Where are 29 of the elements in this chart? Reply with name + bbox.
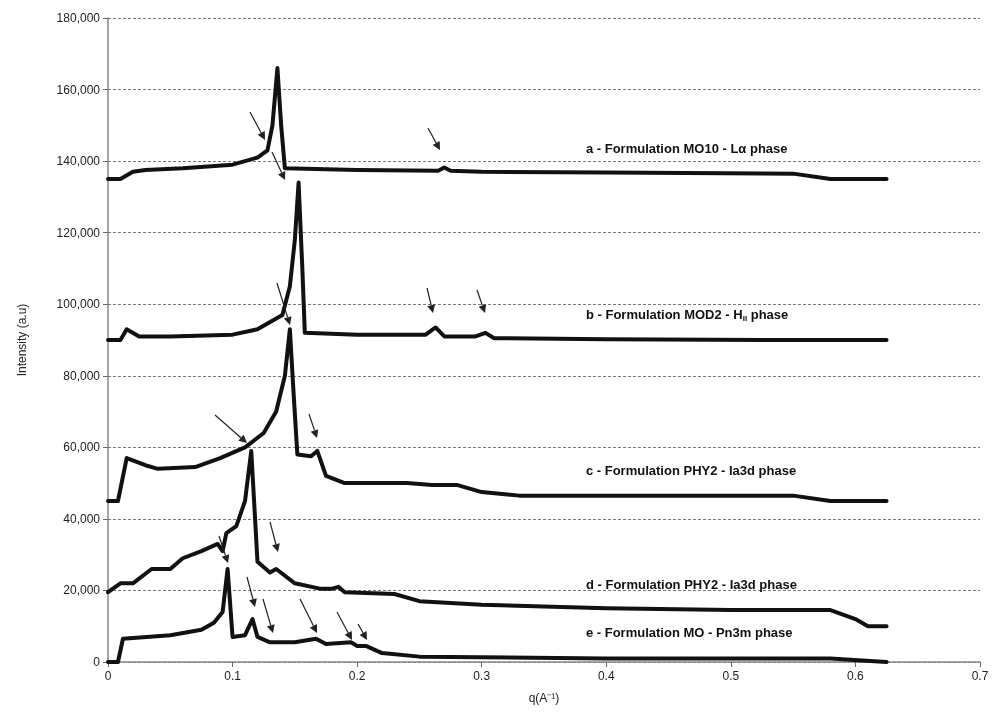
y-tick-label: 100,000 [56,297,101,312]
y-tick-label: 60,000 [63,440,101,455]
series-label: c - Formulation PHY2 - Ia3d phase [585,462,797,478]
line-series [106,566,889,664]
series-label: d - Formulation PHY2 - Ia3d phase [585,577,797,593]
x-tick-label: 0.6 [847,669,865,683]
x-tick-label: 0.1 [224,669,242,683]
x-axis-title: q(A⁻¹) [528,691,560,705]
y-tick-label: 140,000 [56,154,101,169]
series-label: a - Formulation MO10 - Lα phase [585,140,788,156]
line-series [106,66,889,181]
series-label: e - Formulation MO - Pn3m phase [585,625,793,641]
y-tick-label: 80,000 [63,368,101,383]
y-tick-label: 120,000 [56,225,101,240]
x-tick-label: 0.4 [597,669,615,683]
y-axis-title: Intensity (a.u) [15,303,29,377]
y-tick-label: 180,000 [56,11,101,25]
x-tick-label: 0.7 [971,669,989,683]
line-series [106,448,889,629]
y-tick-label: 20,000 [63,583,101,598]
y-tick-label: 160,000 [56,82,101,97]
x-tick-label: 0 [104,669,112,683]
line-series [106,180,889,342]
y-tick-label: 40,000 [63,511,101,526]
line-series [106,327,889,503]
y-tick-label: 0 [93,655,101,669]
x-tick-label: 0.2 [348,669,366,683]
x-tick-label: 0.5 [722,669,740,683]
x-tick-label: 0.3 [473,669,491,683]
